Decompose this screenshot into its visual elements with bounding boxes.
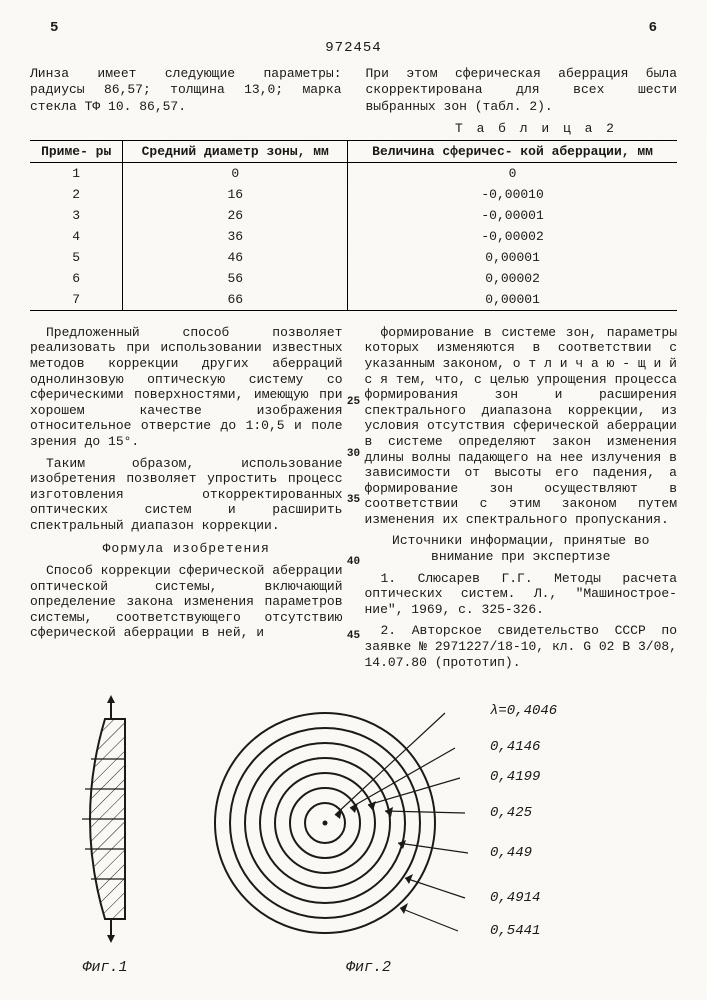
lambda-label: λ=0,4046 [490,703,557,719]
table-row: 436-0,00002 [30,226,677,247]
ring-value: 0,4914 [490,890,540,906]
reference-1: 1. Слюсарев Г.Г. Методы расчета оптическ… [365,571,678,618]
left-para-1: Предложенный способ позволяет реализоват… [30,325,343,450]
formula-title: Формула изобретения [30,541,343,557]
th-diameter: Средний диаметр зоны, мм [123,140,348,162]
sources-title: Источники информации, принятые во вниман… [365,533,678,564]
intro-left: Линза имеет следующие параметры: радиусы… [30,66,342,115]
left-column: Предложенный способ позволяет реализоват… [30,325,343,676]
patent-page: 5 6 972454 Линза имеет следующие парамет… [0,0,707,1000]
left-para-2: Таким образом, использование изобретения… [30,456,343,534]
figure-2: λ=0,4046 0,4146 0,4199 0,425 0,449 0,491… [180,693,677,976]
reference-2: 2. Авторское свидетельство СССР по заявк… [365,623,678,670]
ring-value: 0,5441 [490,923,540,939]
th-examples: Приме- ры [30,140,123,162]
intro-right: При этом сферическая аберрация была скор… [366,66,678,115]
body-columns: Предложенный способ позволяет реализоват… [30,325,677,676]
table-row: 100 [30,162,677,184]
ring-value: 0,4146 [490,739,540,755]
th-aberration: Величина сферичес- кой аберрации, мм [348,140,677,162]
table-row: 216-0,00010 [30,184,677,205]
zone-rings-svg [200,693,480,953]
aberration-table: Приме- ры Средний диаметр зоны, мм Велич… [30,140,677,311]
table-row: 7660,00001 [30,289,677,311]
figure-1: Фиг.1 [30,689,180,976]
table-body: 100 216-0,00010 326-0,00001 436-0,00002 … [30,162,677,310]
table-caption: Т а б л и ц а 2 [30,121,677,136]
right-column: формирование в системе зон, параметры ко… [365,325,678,676]
intro-columns: Линза имеет следующие параметры: радиусы… [30,66,677,115]
ring-value: 0,425 [490,805,532,821]
table-row: 326-0,00001 [30,205,677,226]
ring-value: 0,449 [490,845,532,861]
figures-row: Фиг.1 [30,676,677,976]
left-para-3: Способ коррекции сферической аберрации о… [30,563,343,641]
page-number-right: 6 [649,20,657,36]
table-row: 6560,00002 [30,268,677,289]
page-number-row: 5 6 [30,20,677,40]
right-para-1: формирование в системе зон, параметры ко… [365,325,678,528]
document-number: 972454 [30,40,677,56]
ring-value: 0,4199 [490,769,540,785]
page-number-left: 5 [50,20,58,36]
lens-cross-section-svg [45,689,165,949]
figure-2-caption: Фиг.2 [60,959,677,976]
table-row: 5460,00001 [30,247,677,268]
